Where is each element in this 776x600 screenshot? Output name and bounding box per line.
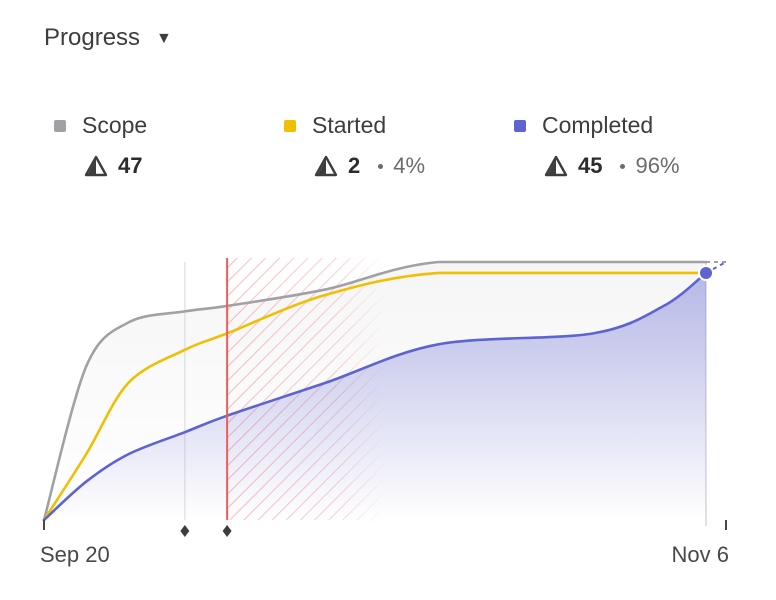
legend-item-completed[interactable]: Completed 45 96% xyxy=(514,112,680,179)
separator-dot xyxy=(378,163,384,169)
x-axis-end-label: Nov 6 xyxy=(672,542,729,567)
completed-count: 45 xyxy=(578,153,603,178)
progress-title: Progress xyxy=(44,24,141,51)
progress-dropdown[interactable]: Progress ▼ xyxy=(44,24,172,52)
started-swatch xyxy=(284,119,296,132)
started-line xyxy=(42,271,708,522)
started-label: Started xyxy=(312,112,387,138)
progress-chart[interactable]: Sep 20 Nov 6 xyxy=(0,240,776,580)
estimate-icon xyxy=(544,155,568,177)
milestone-marker-1 xyxy=(180,525,190,537)
scope-swatch xyxy=(54,119,66,132)
scope-label: Scope xyxy=(82,112,148,138)
separator-dot xyxy=(620,163,626,169)
completed-percent: 96% xyxy=(635,153,680,178)
completed-area xyxy=(44,272,706,520)
scope-line xyxy=(42,260,708,522)
estimate-icon xyxy=(84,155,108,177)
legend-item-scope[interactable]: Scope 47 xyxy=(54,112,147,179)
completed-line xyxy=(42,271,708,522)
scope-count: 47 xyxy=(118,153,143,178)
milestone-marker-2 xyxy=(222,525,232,537)
legend-item-started[interactable]: Started 2 4% xyxy=(284,112,425,179)
started-count: 2 xyxy=(348,153,361,178)
started-percent: 4% xyxy=(393,153,426,178)
completed-end-dot xyxy=(698,264,714,281)
legend: Scope 47 Started 2 4% Completed xyxy=(0,112,776,192)
completed-label: Completed xyxy=(542,112,654,138)
chevron-down-icon: ▼ xyxy=(156,30,172,47)
estimate-icon xyxy=(314,155,338,177)
completed-swatch xyxy=(514,119,526,132)
x-axis-start-label: Sep 20 xyxy=(40,542,110,567)
